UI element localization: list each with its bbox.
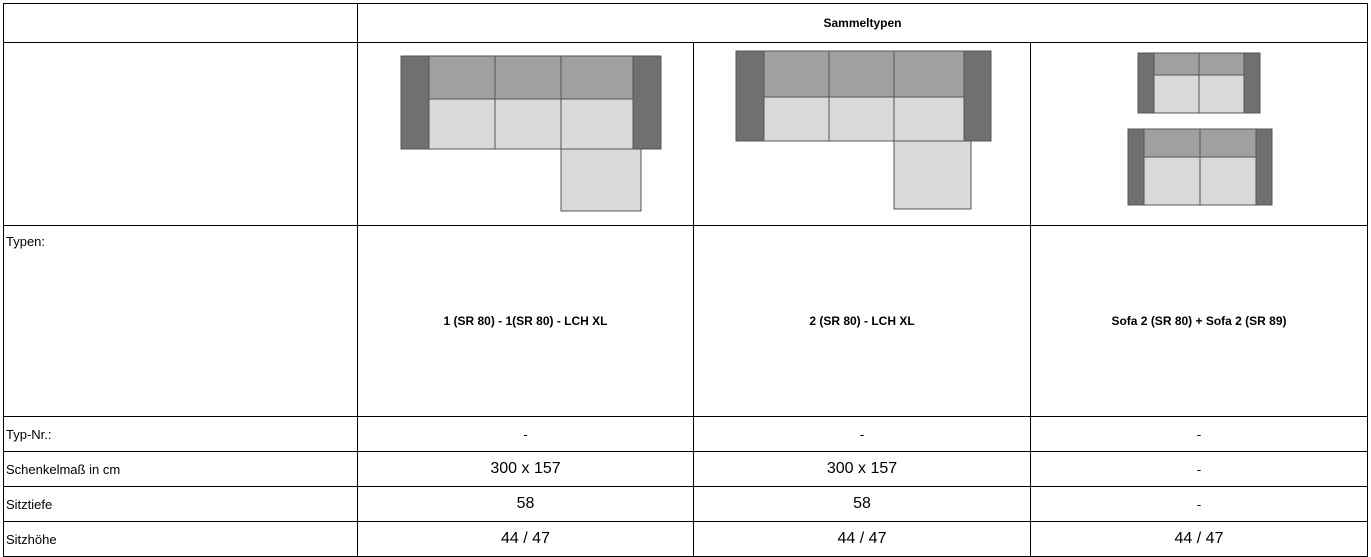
row-label: Sitzhöhe [3,521,358,557]
value-cell: - [1030,451,1368,487]
value-cell: 300 x 157 [357,451,694,487]
row-label: Typen: [3,225,358,417]
value-cell: - [1030,486,1368,522]
empty-cell [3,42,358,226]
typnr-row: Typ-Nr.: - - - [3,416,1368,452]
image-cell [1030,42,1368,226]
value-cell: - [357,416,694,452]
row-label: Schenkelmaß in cm [3,451,358,487]
schenkel-row: Schenkelmaß in cm 300 x 157 300 x 157 - [3,451,1368,487]
value-cell: 44 / 47 [357,521,694,557]
image-row [3,42,1368,226]
sofa-diagram [400,55,662,212]
image-cell [693,42,1031,226]
sofa-diagram [1127,52,1273,206]
sofa-diagram [735,50,992,210]
value-cell: 44 / 47 [693,521,1031,557]
value-cell: 58 [693,486,1031,522]
type-cell: 1 (SR 80) - 1(SR 80) - LCH XL [357,225,694,417]
type-cell: Sofa 2 (SR 80) + Sofa 2 (SR 89) [1030,225,1368,417]
header-title: Sammeltypen [357,3,1368,43]
value-cell: - [693,416,1031,452]
type-cell: 2 (SR 80) - LCH XL [693,225,1031,417]
value-cell: 58 [357,486,694,522]
spec-table: Sammeltypen Typen: 1 (SR 80) - 1(SR 80) … [3,3,1368,557]
value-cell: 44 / 47 [1030,521,1368,557]
sitzhoehe-row: Sitzhöhe 44 / 47 44 / 47 44 / 47 [3,521,1368,557]
header-row: Sammeltypen [3,3,1368,43]
types-row: Typen: 1 (SR 80) - 1(SR 80) - LCH XL 2 (… [3,225,1368,417]
row-label: Sitztiefe [3,486,358,522]
empty-cell [3,3,358,43]
row-label: Typ-Nr.: [3,416,358,452]
image-cell [357,42,694,226]
value-cell: - [1030,416,1368,452]
value-cell: 300 x 157 [693,451,1031,487]
sitztiefe-row: Sitztiefe 58 58 - [3,486,1368,522]
